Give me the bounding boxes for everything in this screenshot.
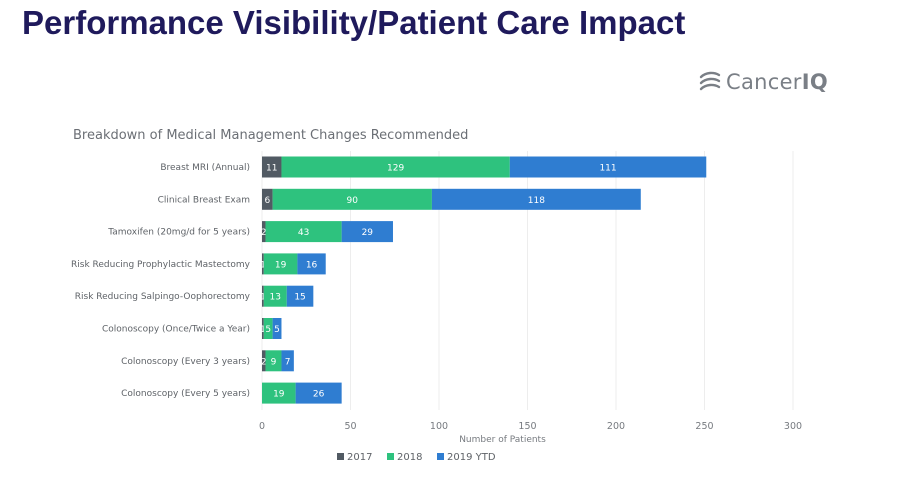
bar-segment-2018 bbox=[265, 350, 282, 372]
logo-text-bold: IQ bbox=[801, 70, 829, 94]
legend-swatch bbox=[387, 453, 394, 460]
bar-segment-2019-ytd bbox=[272, 318, 282, 339]
bar-data-label: 15 bbox=[294, 293, 305, 303]
bar-data-label: 1 bbox=[260, 293, 266, 303]
bar-segment-2018 bbox=[262, 382, 296, 404]
category-label: Colonoscopy (Every 3 years) bbox=[121, 357, 250, 367]
bar-segment-2019-ytd bbox=[295, 382, 342, 404]
x-tick-label: 150 bbox=[518, 421, 536, 432]
bar-data-label: 1 bbox=[260, 260, 266, 270]
bar-segment-2017 bbox=[262, 285, 264, 307]
bar-segment-2017 bbox=[262, 156, 282, 178]
bar-data-label: 29 bbox=[362, 228, 374, 238]
category-label: Breast MRI (Annual) bbox=[160, 163, 250, 173]
bar-segment-2017 bbox=[262, 318, 264, 339]
legend-swatch bbox=[337, 453, 344, 460]
x-tick-label: 200 bbox=[607, 421, 625, 432]
bar-segment-2019-ytd bbox=[341, 221, 393, 243]
category-label: Colonoscopy (Every 5 years) bbox=[121, 389, 250, 399]
logo-text: CancerIQ bbox=[726, 70, 828, 94]
bar-data-label: 16 bbox=[306, 260, 318, 270]
bar-data-label: 118 bbox=[528, 196, 545, 206]
bar-data-label: 26 bbox=[313, 390, 325, 400]
bar-segment-2019-ytd bbox=[286, 285, 314, 307]
bar-data-label: 19 bbox=[275, 260, 287, 270]
x-tick-label: 250 bbox=[695, 421, 713, 432]
bar-data-label: 111 bbox=[599, 164, 616, 174]
x-tick-label: 300 bbox=[784, 421, 802, 432]
category-label: Risk Reducing Salpingo-Oophorectomy bbox=[75, 292, 251, 302]
bar-segment-2017 bbox=[262, 188, 273, 210]
bar-data-label: 9 bbox=[271, 357, 277, 367]
legend-label: 2017 bbox=[347, 452, 372, 463]
bar-data-label: 2 bbox=[261, 357, 267, 367]
x-tick-label: 100 bbox=[430, 421, 448, 432]
bar-segment-2018 bbox=[263, 318, 273, 339]
x-axis-title: Number of Patients bbox=[459, 435, 546, 445]
bar-segment-2018 bbox=[263, 253, 298, 275]
bar-data-label: 5 bbox=[274, 325, 280, 335]
category-label: Risk Reducing Prophylactic Mastectomy bbox=[71, 260, 251, 270]
bar-data-label: 90 bbox=[347, 196, 359, 206]
logo-text-main: Cancer bbox=[726, 70, 802, 94]
category-label: Colonoscopy (Once/Twice a Year) bbox=[102, 325, 250, 335]
bar-data-label: 1 bbox=[260, 325, 266, 335]
cancer-iq-logo: CancerIQ bbox=[698, 70, 828, 94]
bar-segment-2018 bbox=[281, 156, 510, 178]
bar-segment-2017 bbox=[262, 253, 264, 275]
cancer-iq-logo-icon bbox=[699, 71, 721, 91]
bar-data-label: 6 bbox=[264, 196, 270, 206]
bar-segment-2017 bbox=[262, 221, 266, 243]
legend-label: 2019 YTD bbox=[447, 452, 496, 463]
bar-data-label: 11 bbox=[266, 164, 277, 174]
bar-data-label: 5 bbox=[265, 325, 271, 335]
bar-segment-2017 bbox=[262, 350, 266, 372]
category-label: Clinical Breast Exam bbox=[158, 195, 250, 205]
bar-data-label: 129 bbox=[387, 164, 404, 174]
bar-segment-2018 bbox=[272, 188, 432, 210]
bar-data-label: 43 bbox=[298, 228, 309, 238]
bar-segment-2019-ytd bbox=[297, 253, 326, 275]
bar-segment-2018 bbox=[263, 285, 287, 307]
legend-label: 2018 bbox=[397, 452, 422, 463]
bar-data-label: 13 bbox=[270, 293, 281, 303]
bar-data-label: 19 bbox=[273, 390, 285, 400]
bar-segment-2019-ytd bbox=[281, 350, 294, 372]
bar-data-label: 2 bbox=[261, 228, 267, 238]
x-tick-label: 0 bbox=[259, 421, 265, 432]
bar-segment-2019-ytd bbox=[509, 156, 707, 178]
slide-title: Performance Visibility/Patient Care Impa… bbox=[22, 4, 686, 41]
bar-segment-2018 bbox=[265, 221, 342, 243]
bar-segment-2019-ytd bbox=[431, 188, 641, 210]
x-tick-label: 50 bbox=[344, 421, 356, 432]
category-label: Tamoxifen (20mg/d for 5 years) bbox=[107, 228, 250, 238]
chart-title: Breakdown of Medical Management Changes … bbox=[73, 128, 469, 143]
legend-swatch bbox=[437, 453, 444, 460]
bar-data-label: 7 bbox=[285, 357, 291, 367]
